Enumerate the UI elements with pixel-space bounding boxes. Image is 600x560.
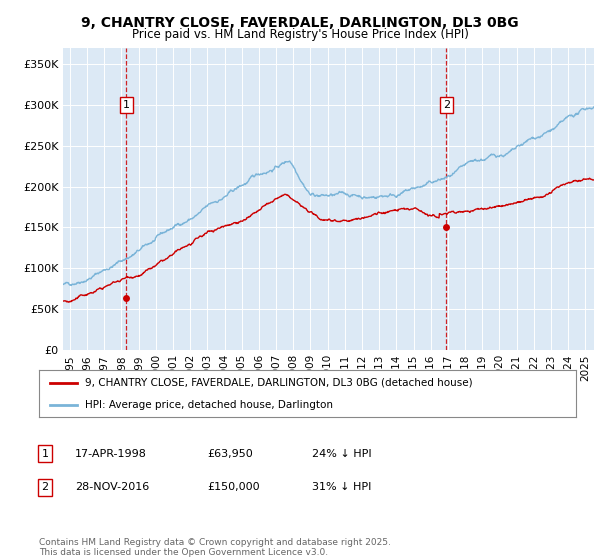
Text: 28-NOV-2016: 28-NOV-2016 [75, 482, 149, 492]
Text: 2: 2 [443, 100, 450, 110]
Text: 31% ↓ HPI: 31% ↓ HPI [312, 482, 371, 492]
Text: Price paid vs. HM Land Registry's House Price Index (HPI): Price paid vs. HM Land Registry's House … [131, 28, 469, 41]
Text: £150,000: £150,000 [207, 482, 260, 492]
Text: 17-APR-1998: 17-APR-1998 [75, 449, 147, 459]
Text: 1: 1 [41, 449, 49, 459]
Text: 9, CHANTRY CLOSE, FAVERDALE, DARLINGTON, DL3 0BG: 9, CHANTRY CLOSE, FAVERDALE, DARLINGTON,… [81, 16, 519, 30]
Text: £63,950: £63,950 [207, 449, 253, 459]
Text: Contains HM Land Registry data © Crown copyright and database right 2025.
This d: Contains HM Land Registry data © Crown c… [39, 538, 391, 557]
Text: 2: 2 [41, 482, 49, 492]
Text: HPI: Average price, detached house, Darlington: HPI: Average price, detached house, Darl… [85, 400, 332, 410]
Text: 1: 1 [123, 100, 130, 110]
Text: 24% ↓ HPI: 24% ↓ HPI [312, 449, 371, 459]
Text: 9, CHANTRY CLOSE, FAVERDALE, DARLINGTON, DL3 0BG (detached house): 9, CHANTRY CLOSE, FAVERDALE, DARLINGTON,… [85, 378, 472, 388]
